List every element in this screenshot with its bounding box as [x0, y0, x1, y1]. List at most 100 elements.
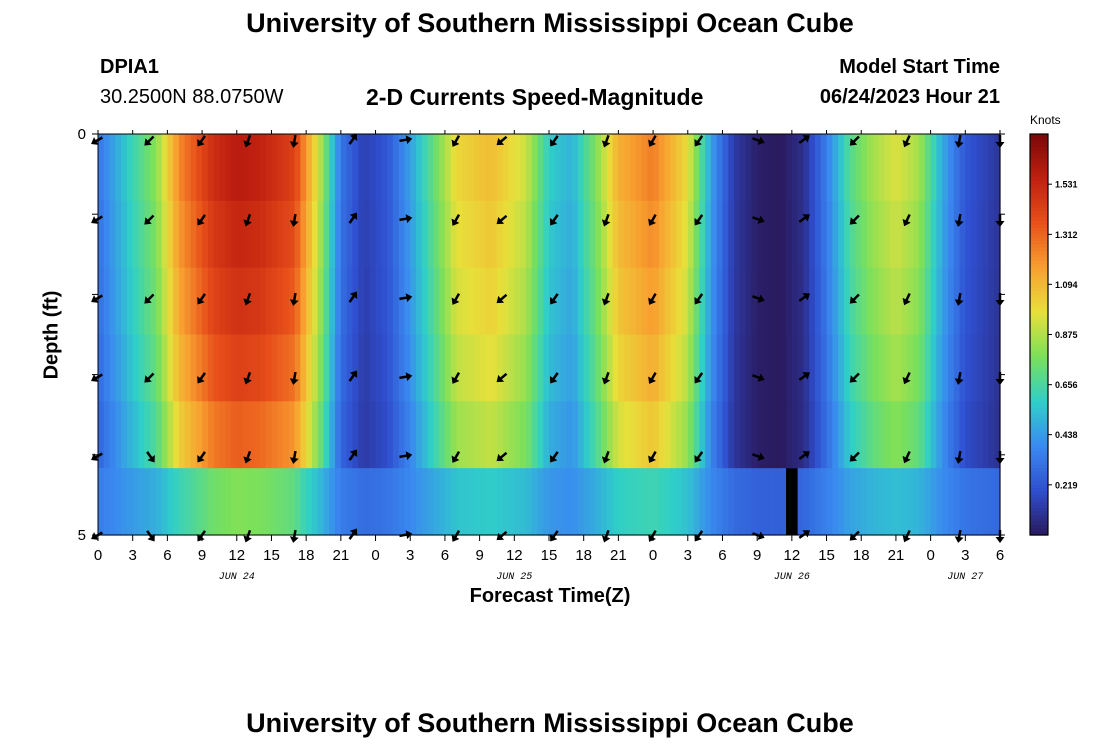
heat-cell — [369, 134, 377, 202]
heat-cell — [745, 468, 752, 536]
heat-cell — [190, 468, 197, 536]
heat-cell — [809, 334, 816, 402]
heat-cell — [959, 468, 966, 536]
heat-cell — [849, 134, 857, 202]
heat-cell — [138, 401, 145, 469]
heat-cell — [485, 334, 492, 402]
colorbar-segment — [1030, 518, 1048, 523]
colorbar-segment — [1030, 528, 1048, 533]
colorbar-segment — [1030, 531, 1048, 536]
heat-cell — [901, 134, 909, 202]
current-arrow — [601, 213, 611, 227]
heat-cell — [213, 334, 221, 402]
heat-cell — [410, 334, 417, 402]
heat-cell — [358, 468, 365, 536]
heat-cell — [294, 134, 301, 202]
heat-cell — [826, 334, 833, 402]
colorbar-segment — [1030, 260, 1048, 265]
colorbar-segment — [1030, 244, 1048, 249]
heat-cell — [283, 200, 290, 269]
heat-cell — [531, 468, 539, 536]
current-arrow — [849, 214, 860, 225]
heat-cell — [248, 334, 255, 402]
heat-cell — [820, 401, 828, 469]
heat-cell — [965, 334, 972, 402]
heat-cell — [838, 468, 845, 536]
heat-cell — [554, 134, 562, 202]
heat-cell — [872, 267, 880, 336]
heat-cell — [716, 267, 724, 336]
current-arrow — [399, 214, 413, 224]
current-arrow — [348, 291, 358, 303]
heat-cell — [525, 200, 533, 269]
heat-cell — [329, 267, 336, 336]
heat-cell — [601, 134, 608, 202]
heat-cell — [398, 334, 406, 402]
heat-cell — [537, 267, 544, 336]
heat-cell — [520, 267, 527, 336]
heat-cell — [953, 334, 961, 402]
heat-cell — [346, 200, 354, 269]
heat-cell — [947, 134, 955, 202]
heat-cell — [589, 334, 596, 402]
heat-cell — [919, 401, 926, 469]
heat-cell — [855, 468, 862, 536]
current-arrow — [451, 451, 461, 463]
heat-cell — [363, 468, 371, 536]
colorbar-segment — [1030, 387, 1048, 392]
heat-cell — [323, 468, 330, 536]
heat-cell — [722, 267, 729, 336]
heat-cell — [121, 401, 128, 469]
heat-cell — [849, 334, 857, 402]
heat-cell — [491, 267, 498, 336]
heat-cell — [167, 334, 174, 402]
colorbar-segment — [1030, 200, 1048, 205]
heat-cell — [144, 200, 151, 269]
heat-cell — [196, 200, 203, 269]
heat-cell — [647, 401, 654, 469]
heat-cell — [416, 468, 423, 536]
heat-cell — [132, 200, 140, 269]
heat-cell — [826, 134, 833, 202]
colorbar-segment — [1030, 147, 1048, 152]
colorbar-segment — [1030, 294, 1048, 299]
heat-cell — [676, 468, 683, 536]
heat-cell — [867, 468, 874, 536]
heat-cell — [577, 334, 585, 402]
heat-cell — [577, 134, 585, 202]
heat-cell — [207, 334, 215, 402]
heat-cell — [791, 200, 799, 269]
heat-cell — [543, 334, 550, 402]
heat-cell — [323, 401, 330, 469]
current-arrow — [496, 293, 508, 304]
heat-cell — [387, 200, 394, 269]
heat-cell — [485, 134, 492, 202]
heat-cell — [647, 468, 654, 536]
heat-cell — [612, 468, 619, 536]
heat-cell — [913, 401, 920, 469]
heat-cell — [300, 468, 307, 536]
colorbar-segment — [1030, 204, 1048, 209]
heat-cell — [595, 267, 602, 336]
colorbar-segment — [1030, 134, 1048, 138]
heat-cell — [230, 267, 238, 336]
heat-cell — [155, 134, 163, 202]
colorbar-segment — [1030, 351, 1048, 356]
heat-cell — [728, 401, 735, 469]
heat-cell — [121, 334, 128, 402]
heat-cell — [653, 134, 660, 202]
current-arrow — [601, 134, 611, 148]
heat-cell — [161, 334, 168, 402]
x-tick-label: 21 — [610, 547, 627, 564]
heat-cell — [144, 468, 151, 536]
heat-cell — [98, 200, 105, 269]
heat-cell — [508, 334, 515, 402]
heat-cell — [485, 267, 492, 336]
heat-cell — [421, 267, 429, 336]
heat-cell — [936, 334, 943, 402]
heat-cell — [624, 200, 631, 269]
heat-cell — [843, 468, 851, 536]
heat-cell — [132, 401, 140, 469]
heat-cell — [566, 468, 573, 536]
heat-cell — [398, 401, 406, 469]
